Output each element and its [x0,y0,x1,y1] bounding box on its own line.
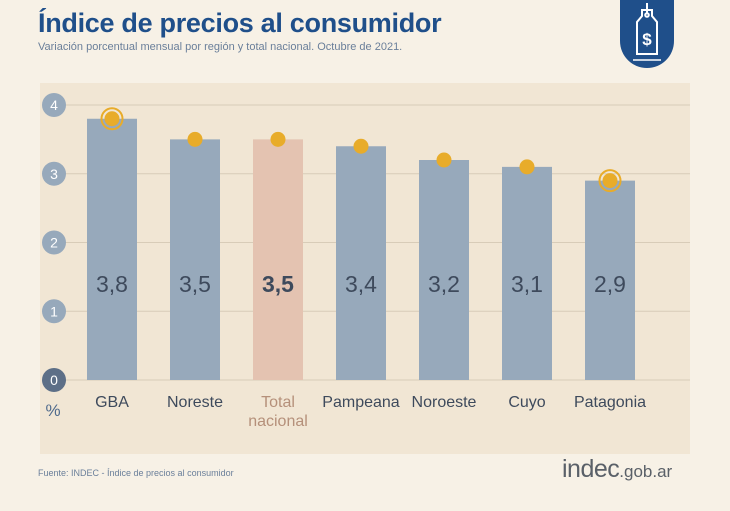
data-label: 3,2 [428,271,460,297]
data-label: 3,5 [179,271,211,297]
bar [419,160,469,380]
source-note: Fuente: INDEC - Índice de precios al con… [38,468,234,478]
category-label: GBA [95,394,129,411]
category-label: nacional [248,413,308,430]
bar [585,180,635,380]
marker-point [187,131,203,147]
logo-domain: .gob.ar [619,462,673,481]
category-label: Total [261,394,295,411]
y-tick-marker [42,230,66,255]
bar-chart: 0 1 2 3 4% 3,8 GBA 3,5 Noreste 3,5 Total nacional 3,… [42,93,690,430]
logo-main: indec [562,455,620,483]
page-subtitle: Variación porcentual mensual por región … [38,41,403,53]
data-label: 3,1 [511,271,543,297]
page-title: Índice de precios al consumidor [38,8,442,38]
price-tag-badge: $ [620,0,674,68]
category-label: Noroeste [412,394,477,411]
bar [253,139,303,380]
marker-ring [598,169,622,193]
marker-point [436,152,452,168]
indec-logo[interactable]: indec.gob.ar [562,455,672,484]
data-label: 3,4 [345,271,377,297]
y-tick-label: 3 [50,166,58,182]
marker-point [519,159,535,175]
y-tick-label: 4 [50,97,58,113]
y-tick-marker [42,368,66,392]
marker-point [104,111,120,127]
price-tag-dollar-icon: $ [633,3,661,61]
y-tick-marker [42,299,66,324]
category-label: Pampeana [322,394,399,411]
category-label: Cuyo [508,394,545,411]
category-label: Noreste [167,394,223,411]
bar [502,166,552,380]
data-label: 3,8 [96,271,128,297]
bar [87,118,137,380]
category-label: Patagonia [574,394,646,411]
y-tick-marker [42,93,66,117]
marker-point [270,131,286,147]
marker-ring [100,107,124,131]
chart-panel: 0 1 2 3 4% 3,8 GBA 3,5 Noreste 3,5 Total nacional 3,… [40,83,690,454]
y-tick-marker [42,161,66,186]
bar [336,146,386,380]
y-axis-label: % [45,401,60,420]
y-tick-label: 2 [50,235,58,251]
data-label: 2,9 [594,271,626,297]
y-tick-label: 1 [50,303,58,319]
y-tick-label: 0 [50,372,58,388]
svg-text:$: $ [642,30,652,49]
marker-point [353,138,369,154]
data-label: 3,5 [262,271,294,297]
bar [170,139,220,380]
marker-point [602,173,618,189]
